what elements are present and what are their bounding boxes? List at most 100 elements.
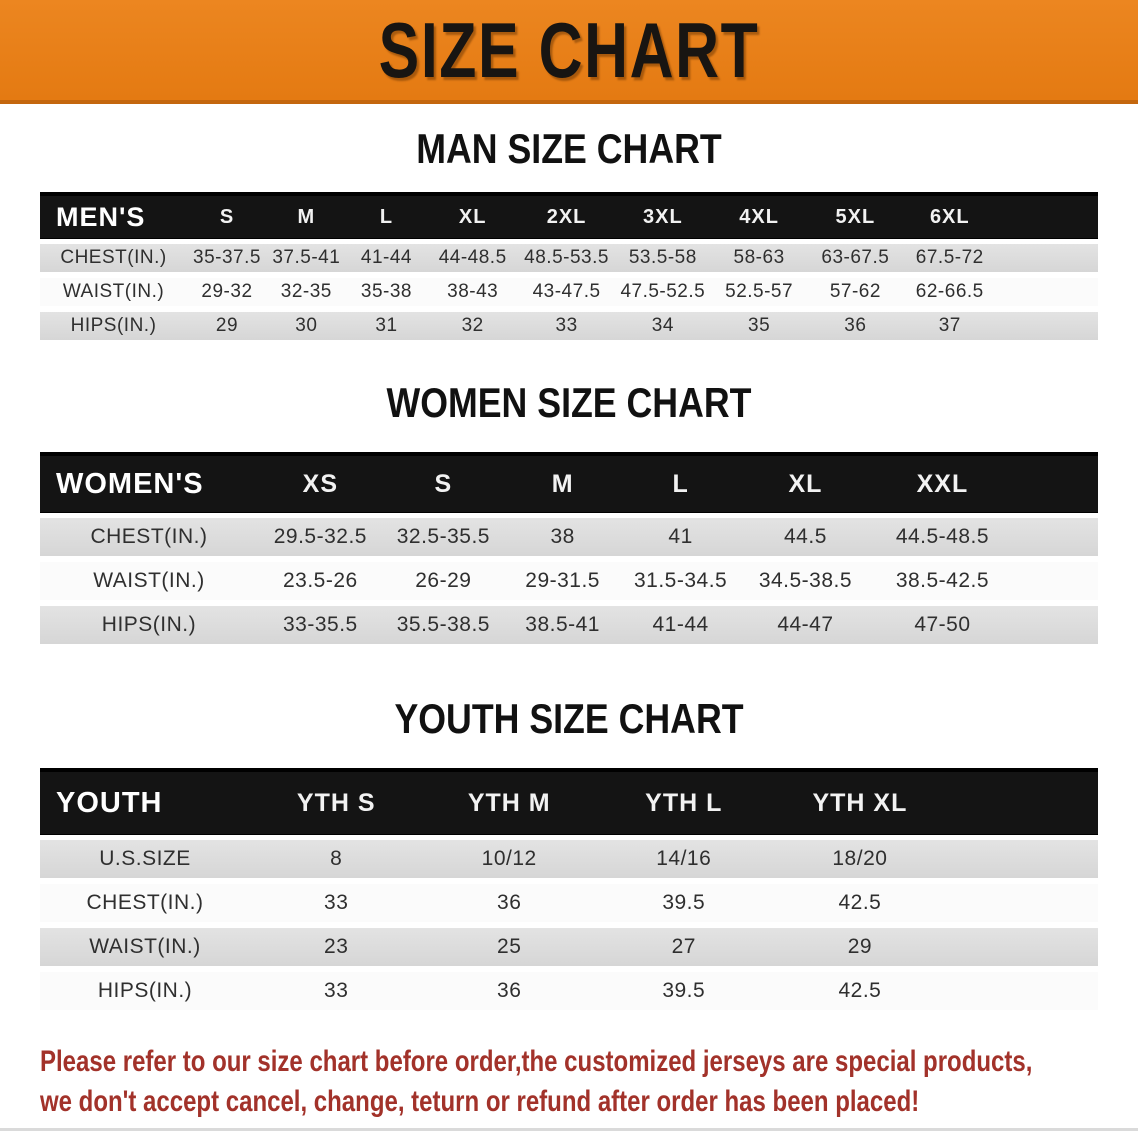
size-value-cell: 38.5-41: [525, 613, 600, 636]
row-spacer: [1014, 518, 1098, 556]
size-value-cell: 25: [497, 935, 522, 958]
size-value-cell: 44.5: [784, 525, 827, 548]
section-heading-men: MAN SIZE CHART: [416, 125, 722, 172]
table-row: WAIST(IN.) 29-32 32-35 35-38 38-43 43-47.5 47.…: [40, 278, 1098, 306]
size-value-cell: 39.5: [662, 891, 706, 914]
size-column-header: L: [379, 205, 394, 228]
row-label: CHEST(IN.): [86, 891, 204, 914]
size-value-cell: 34.5-38.5: [758, 569, 853, 592]
size-column-header: S: [434, 469, 453, 498]
row-spacer: [948, 884, 1098, 922]
size-value-cell: 38: [550, 525, 575, 548]
size-value-cell: 33-35.5: [282, 613, 358, 636]
size-value-cell: 33: [324, 979, 349, 1002]
row-spacer: [948, 840, 1098, 878]
size-value-cell: 58-63: [733, 247, 785, 268]
size-value-cell: 36: [497, 979, 522, 1002]
row-spacer: [1014, 562, 1098, 600]
corner-label-women: WOMEN'S: [56, 467, 204, 500]
table-header-row-women: WOMEN'S XS S M L XL XXL: [40, 452, 1098, 512]
table-row: WAIST(IN.) 23 25 27 29: [40, 928, 1098, 966]
size-value-cell: 30: [295, 315, 318, 336]
row-label: WAIST(IN.): [62, 281, 165, 302]
size-value-cell: 35: [748, 315, 771, 336]
table-row: U.S.SIZE 8 10/12 14/16 18/20: [40, 840, 1098, 878]
size-value-cell: 44-47: [777, 613, 834, 636]
section-heading-youth: YOUTH SIZE CHART: [394, 695, 744, 742]
row-spacer: [1014, 606, 1098, 644]
size-value-cell: 18/20: [832, 847, 888, 870]
size-value-cell: 33: [324, 891, 349, 914]
size-value-cell: 47-50: [914, 613, 971, 636]
table-row: CHEST(IN.) 29.5-32.5 32.5-35.5 38 41 44.5 44.5…: [40, 518, 1098, 556]
size-value-cell: 38.5-42.5: [895, 569, 990, 592]
size-value-cell: 35-38: [360, 281, 413, 302]
size-value-cell: 37: [938, 315, 961, 336]
row-label: CHEST(IN.): [60, 247, 167, 268]
size-value-cell: 39.5: [662, 979, 706, 1002]
size-table-youth: YOUTH YTH S YTH M YTH L YTH XL U.S.SIZE 8 10/12…: [40, 768, 1098, 1010]
size-value-cell: 62-66.5: [915, 281, 984, 302]
size-column-header: XS: [302, 469, 339, 498]
size-value-cell: 33: [555, 315, 578, 336]
size-column-header: 6XL: [929, 205, 970, 228]
table-row: HIPS(IN.) 33-35.5 35.5-38.5 38.5-41 41-44 44-…: [40, 606, 1098, 644]
size-value-cell: 23: [324, 935, 349, 958]
header-spacer: [996, 196, 1098, 238]
row-label: WAIST(IN.): [93, 569, 205, 592]
section-women: WOMEN SIZE CHART WOMEN'S XS S M L XL XXL CHEST(I…: [40, 340, 1098, 644]
size-value-cell: 32.5-35.5: [396, 525, 490, 548]
size-value-cell: 35-37.5: [193, 247, 261, 268]
size-column-header: YTH S: [296, 788, 376, 817]
section-youth: YOUTH SIZE CHART YOUTH YTH S YTH M YTH L YTH …: [40, 644, 1098, 1010]
size-value-cell: 48.5-53.5: [524, 247, 609, 268]
size-value-cell: 23.5-26: [282, 569, 358, 592]
size-value-cell: 31.5-34.5: [633, 569, 728, 592]
size-value-cell: 53.5-58: [628, 247, 697, 268]
size-value-cell: 44.5-48.5: [895, 525, 990, 548]
header-spacer: [948, 772, 1098, 834]
size-column-header: 4XL: [739, 205, 779, 228]
table-row: HIPS(IN.) 29 30 31 32 33 34 35 36 37: [40, 312, 1098, 340]
size-column-header: S: [219, 205, 235, 228]
table-row: CHEST(IN.) 35-37.5 37.5-41 41-44 44-48.5 48.5…: [40, 244, 1098, 272]
size-value-cell: 43-47.5: [532, 281, 601, 302]
size-value-cell: 67.5-72: [915, 247, 984, 268]
row-label: HIPS(IN.): [70, 315, 157, 336]
size-tables-container: MAN SIZE CHART MEN'S S M L XL 2XL 3XL 4XL 5XL 6XL C…: [0, 104, 1138, 1010]
table-header-row-men: MEN'S S M L XL 2XL 3XL 4XL 5XL 6XL: [40, 192, 1098, 238]
row-label: CHEST(IN.): [90, 525, 208, 548]
size-value-cell: 32: [461, 315, 484, 336]
size-value-cell: 26-29: [415, 569, 472, 592]
size-value-cell: 41: [668, 525, 693, 548]
size-value-cell: 34: [651, 315, 674, 336]
size-value-cell: 41-44: [652, 613, 709, 636]
row-label: HIPS(IN.): [97, 979, 193, 1002]
size-value-cell: 32-35: [280, 281, 332, 302]
size-column-header: 3XL: [642, 205, 683, 228]
table-header-row-youth: YOUTH YTH S YTH M YTH L YTH XL: [40, 768, 1098, 834]
table-row: WAIST(IN.) 23.5-26 26-29 29-31.5 31.5-34.5 34…: [40, 562, 1098, 600]
disclaimer-line-2: we don't accept cancel, change, teturn o…: [40, 1085, 920, 1118]
row-spacer: [948, 972, 1098, 1010]
banner-title: SIZE CHART: [378, 6, 760, 94]
size-value-cell: 36: [844, 315, 867, 336]
section-men: MAN SIZE CHART MEN'S S M L XL 2XL 3XL 4XL 5XL 6XL C…: [40, 104, 1098, 340]
size-value-cell: 52.5-57: [725, 281, 794, 302]
size-value-cell: 10/12: [481, 847, 537, 870]
size-column-header: XL: [788, 469, 823, 498]
row-spacer: [996, 244, 1098, 272]
size-column-header: 2XL: [546, 205, 587, 228]
size-value-cell: 47.5-52.5: [620, 281, 706, 302]
size-column-header: YTH L: [645, 788, 723, 817]
row-spacer: [948, 928, 1098, 966]
size-value-cell: 29-31.5: [525, 569, 600, 592]
size-table-women: WOMEN'S XS S M L XL XXL CHEST(IN.) 29.5-32.5 32.5…: [40, 452, 1098, 644]
header-spacer: [1014, 456, 1098, 512]
row-spacer: [996, 278, 1098, 306]
size-column-header: 5XL: [835, 205, 876, 228]
size-column-header: YTH XL: [812, 788, 908, 817]
size-column-header: M: [551, 469, 574, 498]
size-value-cell: 29: [215, 315, 239, 336]
row-label: HIPS(IN.): [101, 613, 197, 636]
